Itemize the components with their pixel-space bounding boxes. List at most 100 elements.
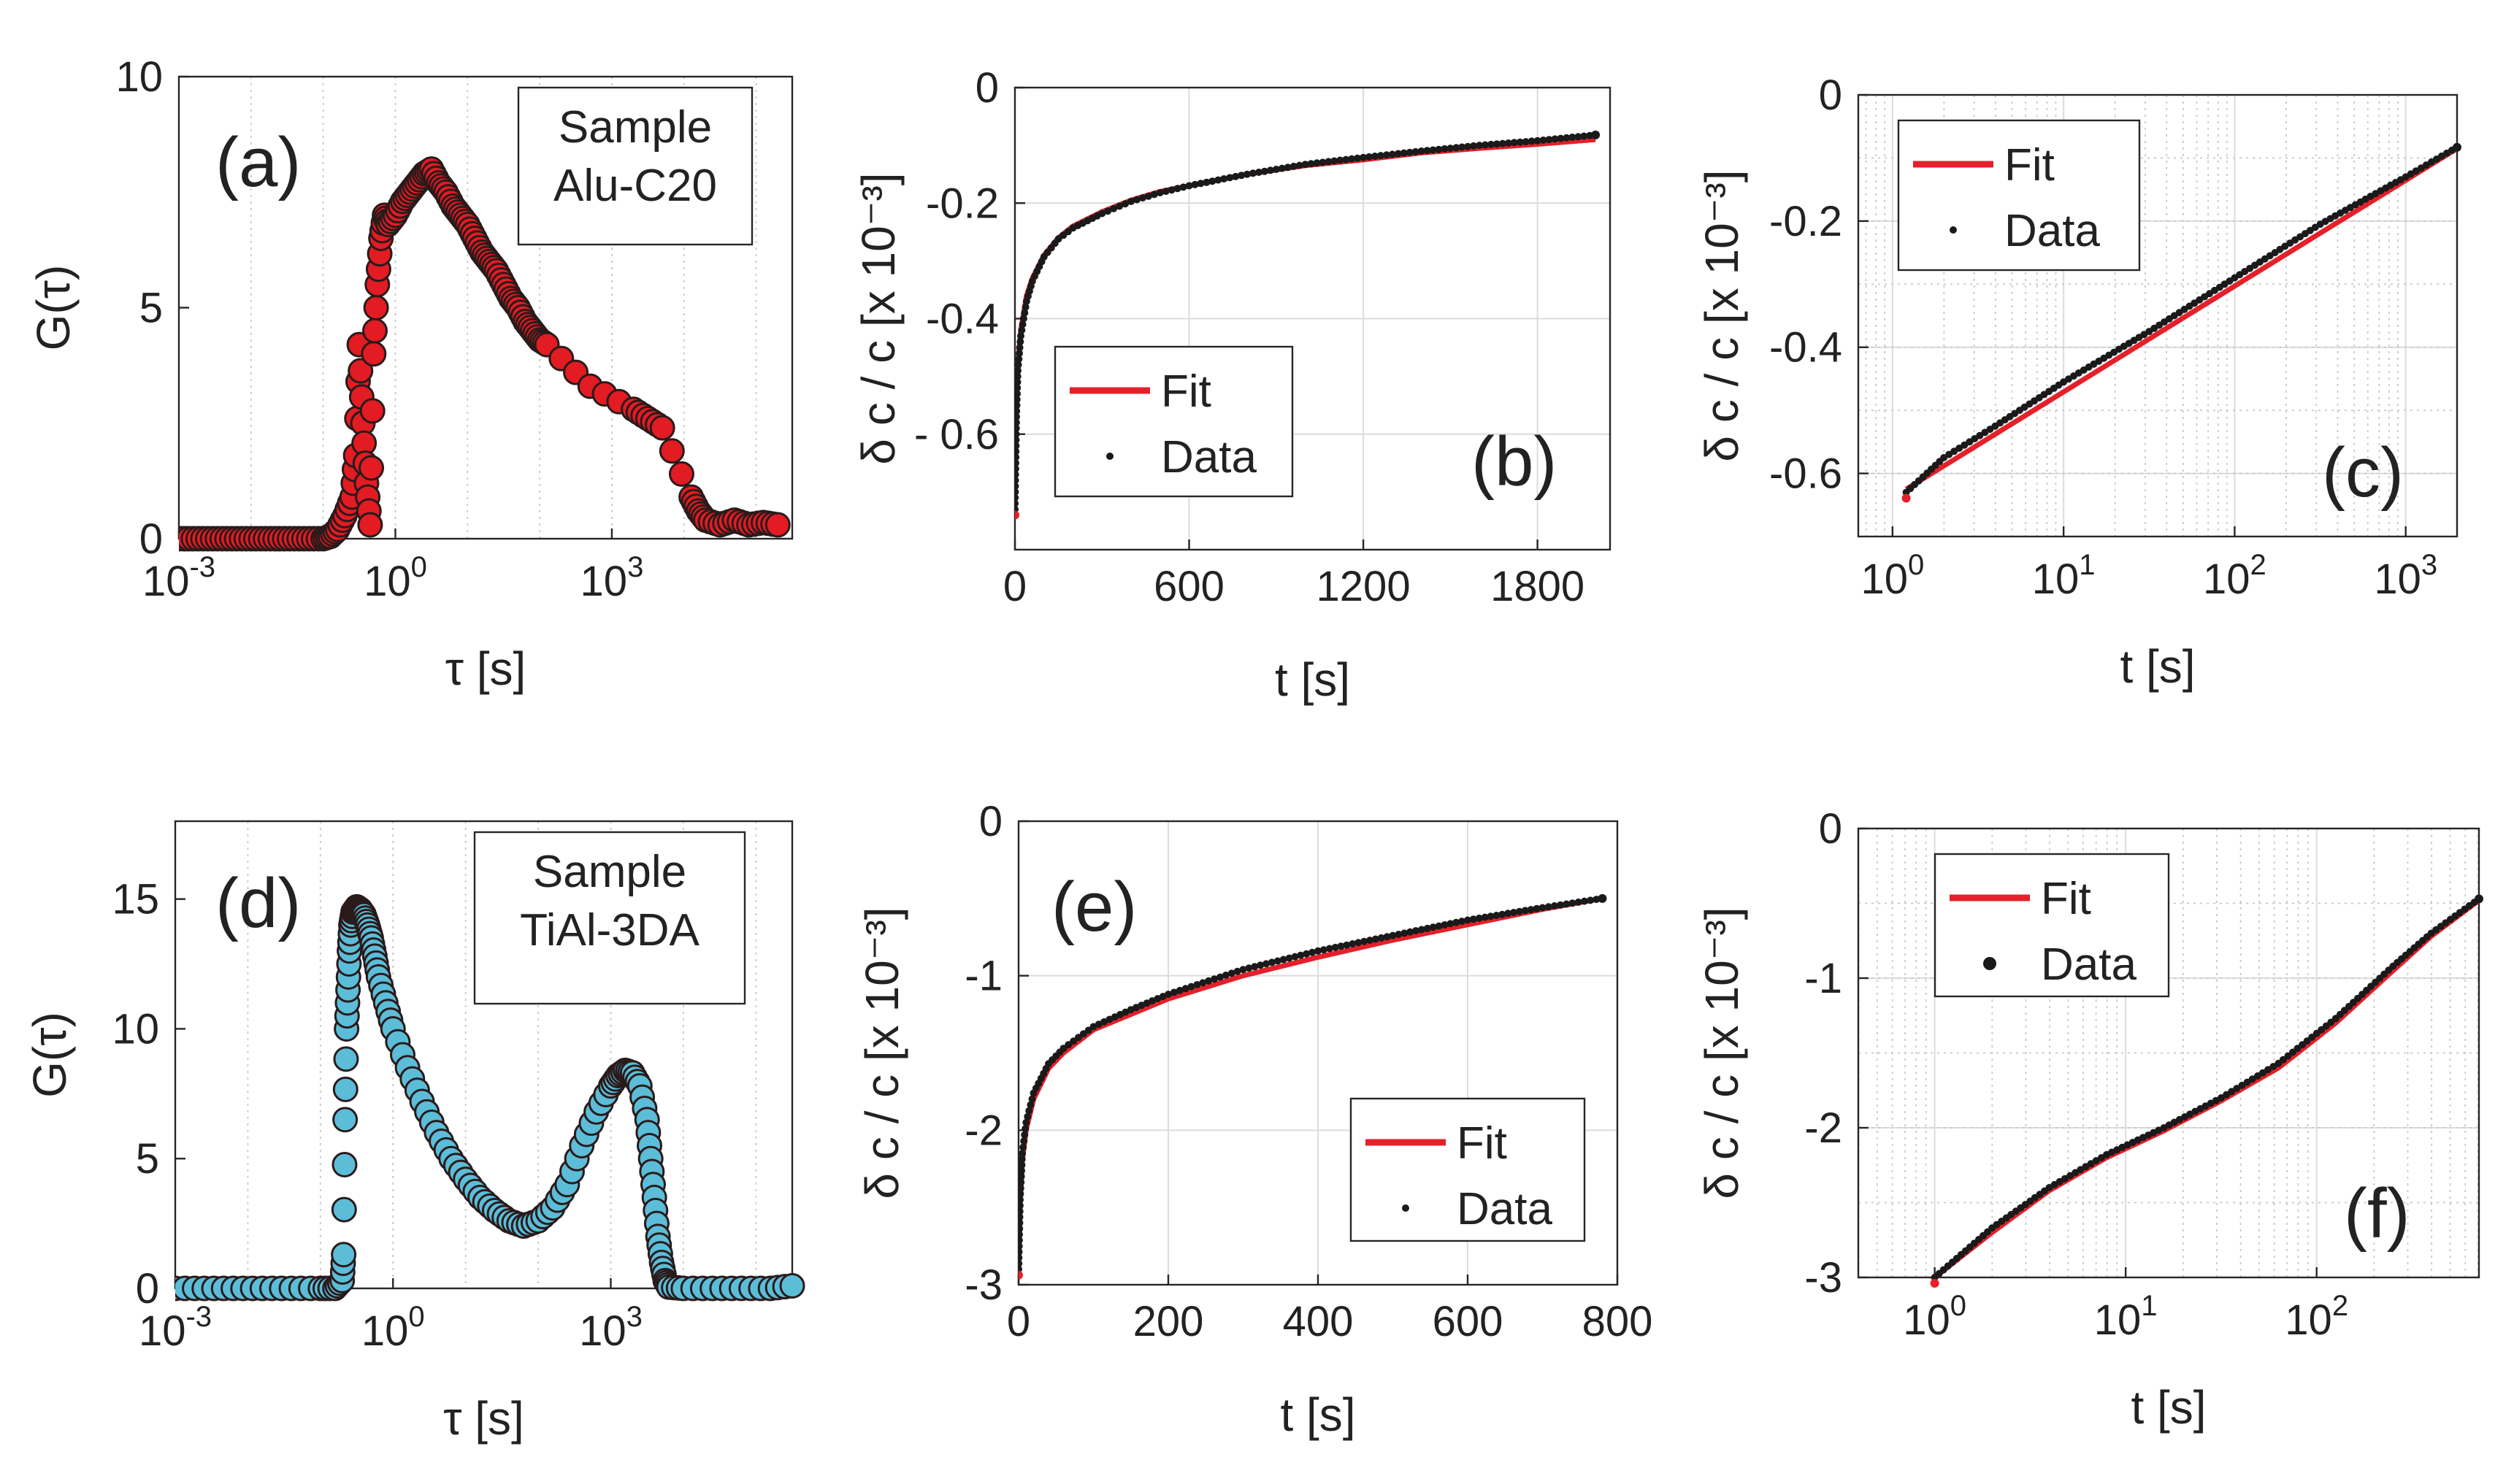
legend-fit-label: Fit (2004, 140, 2055, 191)
legend-data-label: Data (1457, 1184, 1552, 1234)
y-axis-label: G(τ) (27, 265, 80, 351)
data-point (1308, 948, 1317, 956)
data-point (1382, 151, 1390, 159)
plot-area (1901, 142, 2461, 503)
data-point (1116, 202, 1124, 210)
data-point (1539, 137, 1547, 144)
x-tick-exp: 2 (2250, 549, 2266, 581)
data-point (1521, 907, 1529, 915)
data-point (1279, 956, 1287, 964)
data-point (1441, 145, 1449, 153)
data-point (1018, 326, 1026, 334)
data-point (1400, 149, 1408, 157)
data-point (1098, 209, 1106, 218)
data-point (1019, 1166, 1025, 1174)
data-point (1325, 158, 1333, 166)
data-point (1383, 933, 1391, 941)
data-point (1527, 906, 1535, 914)
x-axis-label: τ [s] (443, 1392, 524, 1445)
data-point (1028, 1095, 1036, 1103)
data-point (359, 455, 385, 481)
x-tick-label: 103 (579, 1301, 643, 1355)
data-point (1303, 950, 1311, 958)
data-point (1122, 200, 1130, 208)
data-point (649, 415, 675, 441)
data-point (359, 398, 386, 424)
data-point (1429, 146, 1437, 154)
y-axis-label: δ c / c [x 10⁻³] (856, 907, 908, 1199)
data-point (1197, 180, 1205, 188)
data-point (1019, 1184, 1024, 1192)
data-point (1251, 963, 1259, 971)
data-point (1015, 465, 1019, 473)
data-point (1343, 941, 1351, 949)
data-point (1015, 430, 1020, 438)
data-point (1291, 953, 1299, 961)
legend-fit-label: Fit (1457, 1118, 1507, 1169)
y-tick-label: 0 (979, 798, 1003, 845)
x-tick-exp: 0 (408, 1301, 424, 1333)
data-point (1273, 957, 1281, 965)
x-tick-base: 10 (2285, 1296, 2332, 1344)
data-point (659, 438, 685, 464)
x-tick-label: 103 (580, 551, 644, 605)
data-point (1574, 133, 1582, 141)
data-point (1019, 1190, 1024, 1198)
data-point (1255, 169, 1262, 176)
data-point (1015, 436, 1020, 444)
data-point (1021, 1131, 1029, 1139)
data-point (1187, 983, 1195, 991)
data-point (1226, 174, 1234, 182)
data-point (1446, 920, 1455, 928)
data-point (1214, 176, 1222, 184)
x-tick-label: 100 (1903, 1290, 1966, 1344)
data-point (1452, 918, 1460, 926)
data-point (1314, 947, 1322, 955)
data-point (2453, 142, 2461, 152)
x-tick-base: 10 (1860, 555, 1908, 603)
panel-label: (d) (215, 864, 301, 942)
panel-label: (c) (2322, 434, 2404, 512)
data-point (1342, 155, 1350, 164)
data-point (1176, 986, 1184, 994)
fit-start-marker (1019, 1270, 1023, 1280)
data-point (1348, 155, 1356, 163)
data-point (1079, 1030, 1087, 1038)
data-point (348, 358, 374, 384)
data-point (1185, 182, 1193, 190)
legend-data-label: Data (2041, 939, 2136, 990)
x-tick-label: 100 (1860, 549, 1924, 603)
x-tick-label: 1200 (1317, 563, 1411, 610)
data-point (332, 1107, 359, 1133)
data-point (1015, 366, 1022, 374)
data-point (1493, 140, 1501, 148)
annotation-box (473, 831, 746, 1005)
data-point (1538, 904, 1547, 912)
x-tick-label: 101 (2032, 549, 2096, 603)
data-point (1313, 159, 1321, 167)
data-point (1557, 901, 1565, 909)
x-tick-base: 10 (1903, 1296, 1950, 1344)
x-tick-base: 10 (139, 1307, 186, 1355)
data-point (1470, 142, 1478, 150)
data-point (1533, 904, 1541, 912)
data-point (1027, 1101, 1035, 1109)
data-point (1598, 893, 1607, 903)
x-tick-base: 10 (2094, 1296, 2142, 1344)
data-point (1181, 985, 1189, 993)
annotation-line: TiAl-3DA (520, 905, 700, 956)
legend-data-swatch (1950, 226, 1957, 234)
data-point (1360, 937, 1368, 945)
data-point (1232, 172, 1240, 180)
x-tick-label: 100 (361, 1301, 425, 1355)
data-point (1170, 988, 1178, 996)
legend-fit-label: Fit (2041, 874, 2091, 924)
x-tick-exp: 0 (411, 551, 427, 583)
data-point (1019, 1242, 1023, 1250)
y-tick-label: -3 (1804, 1254, 1842, 1302)
data-point (1563, 900, 1571, 908)
data-point (1015, 384, 1022, 392)
data-point (2217, 1094, 2225, 1102)
y-tick-label: -0.2 (1769, 198, 1842, 245)
